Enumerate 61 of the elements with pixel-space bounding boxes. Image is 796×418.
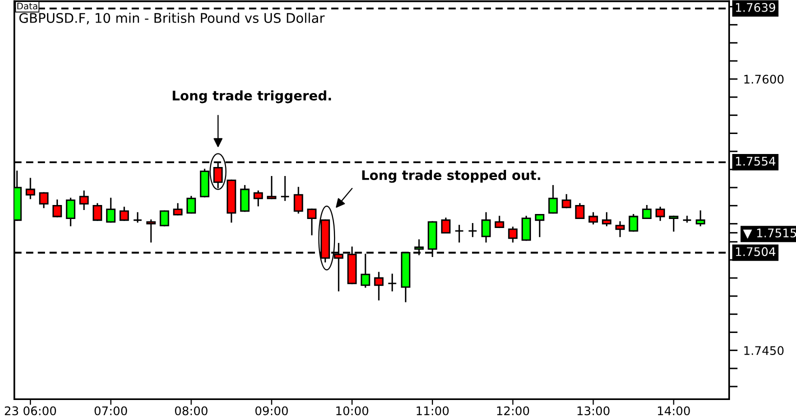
candlestick [522,216,531,241]
candlestick [388,274,397,292]
text: GBPUSD.F, 10 min - British Pound vs US Dollar [19,12,325,24]
candlestick [494,216,504,228]
x-tick-label: 14:00 [658,406,690,416]
candlestick [481,212,491,243]
candlestick [146,219,156,243]
candlestick [668,216,678,232]
candlestick [441,218,451,234]
candlestick [602,212,612,226]
x-tick-label: 10:00 [336,406,368,416]
annotation: Long trade triggered. [172,90,331,104]
candlestick [374,272,384,300]
y-tick-label: 1.7600 [744,74,784,84]
candlestick [52,200,62,218]
x-tick-label: 23 06:00 [4,406,56,416]
candlestick [106,198,116,223]
candlestick [160,210,170,226]
candlestick [615,221,625,238]
candlestick [266,176,276,200]
candlestick [454,224,464,243]
candlestick [294,186,304,214]
x-tick-label: 13:00 [578,406,610,416]
candlestick [79,190,89,210]
candlestick [656,206,665,221]
candlestick [508,226,518,243]
candlestick [575,203,585,220]
x-tick-label: 11:00 [416,406,449,416]
candlestick [468,223,478,238]
candlestick [39,192,49,208]
candlestick [682,216,692,223]
candlestick [280,176,290,201]
candlestick [254,190,263,206]
candlestick [120,206,129,221]
x-tick-label: 12:00 [497,406,530,416]
candlestick [628,214,638,232]
candlestick [696,210,706,226]
ref-line-label: 1.7504 [736,247,776,256]
candlestick [26,178,36,200]
candlestick [132,212,142,223]
candlestick [307,208,317,236]
candlestick [562,194,572,208]
candlestick [360,254,370,288]
ref-line-label: 1.7639 [736,2,776,12]
annotation: Data [17,2,38,10]
x-tick-label: 09:00 [255,406,288,416]
x-tick-label: 07:00 [94,406,128,416]
candlestick [588,212,598,224]
y-tick-label: ▼ 1.7515 [743,228,796,239]
candlestick [173,203,183,216]
candlestick [534,214,544,238]
ref-line-label: 1.7554 [736,156,776,166]
candlestick [548,185,558,214]
candlestick [66,198,76,226]
candlestick [186,196,196,214]
candlestick [92,203,102,221]
y-tick-label: 1.7450 [744,346,784,356]
candlestick [240,185,250,212]
annotation: Long trade stopped out. [362,170,540,183]
x-tick-label: 08:00 [174,406,208,416]
candlestick [642,204,652,220]
